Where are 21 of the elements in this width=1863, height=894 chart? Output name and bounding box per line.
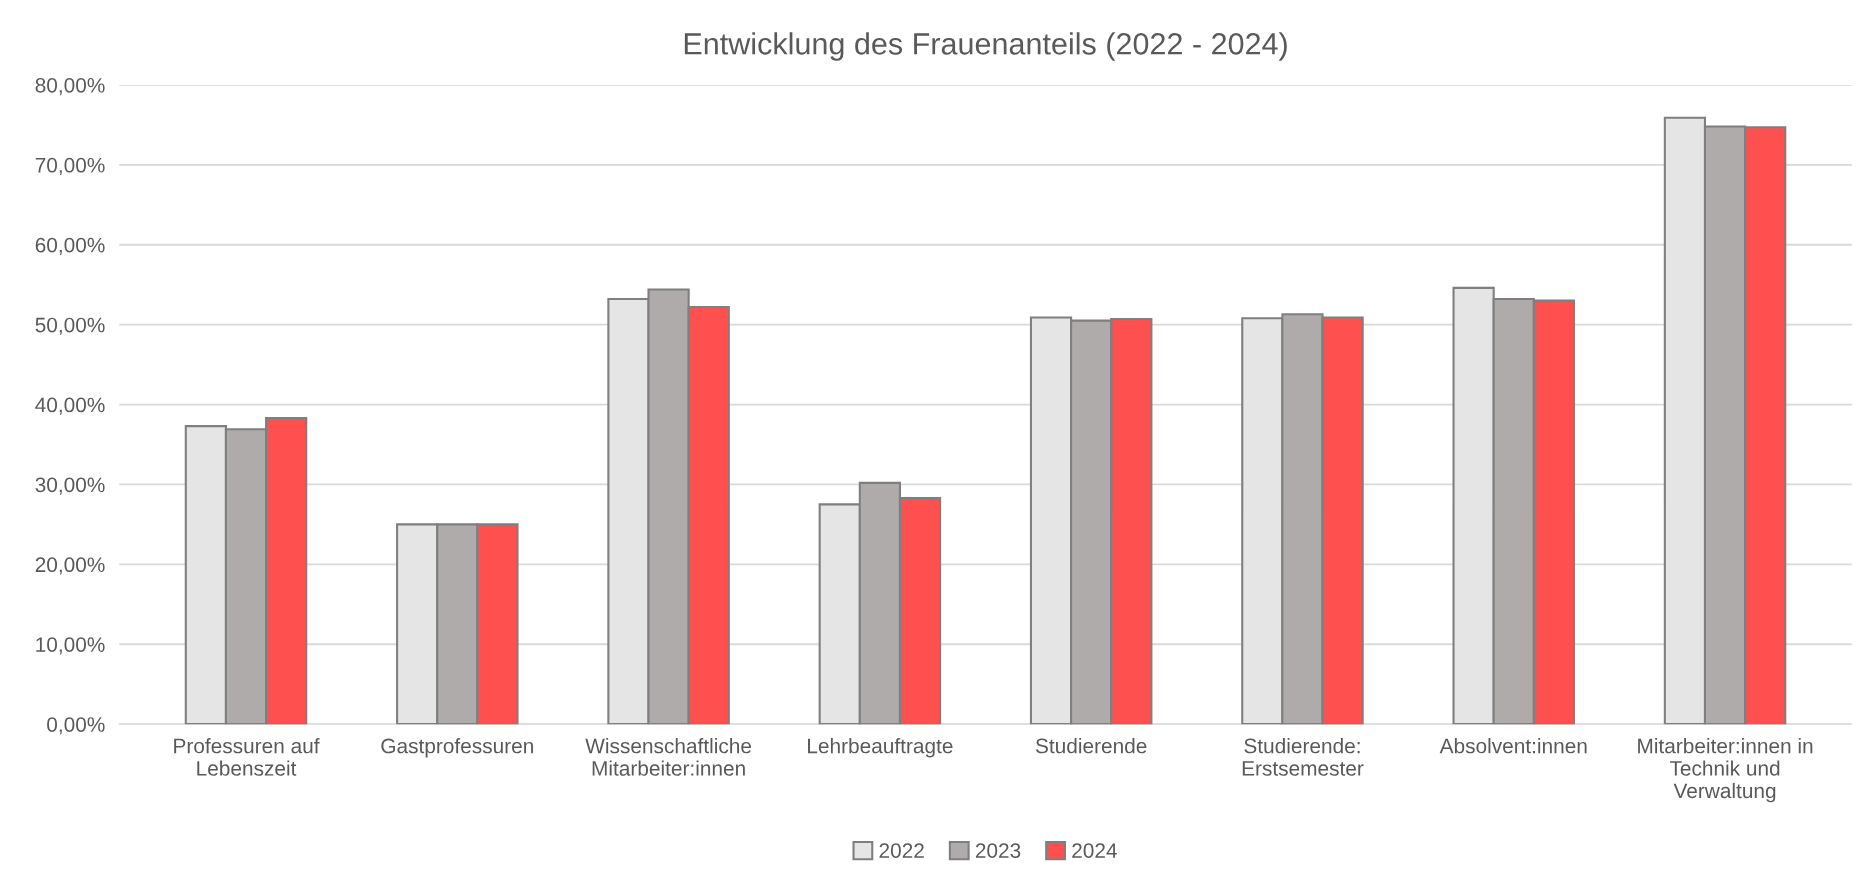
y-tick-label: 60,00%: [35, 237, 105, 255]
legend-label: 2022: [879, 843, 924, 859]
y-tick-label: 40,00%: [35, 397, 105, 415]
x-tick-label: Studierende: Erstsemester: [1242, 738, 1364, 776]
legend-label: 2024: [1072, 843, 1117, 859]
y-tick-label: 20,00%: [35, 557, 105, 575]
x-tick-label: Gastprofessuren: [381, 738, 533, 758]
y-tick-label: 10,00%: [36, 637, 105, 655]
x-tick-label: Mitarbeiter:innen in Technik und Verwaltung: [1638, 738, 1813, 803]
y-tick-label: 80,00%: [35, 77, 105, 96]
x-tick-label: Studierende: [1035, 738, 1147, 754]
y-tick-label: 30,00%: [35, 477, 105, 495]
x-tick-label: Wissenschaftliche Mitarbeiter:innen: [585, 738, 752, 776]
x-tick-label: Absolvent:innen: [1439, 738, 1587, 754]
chart-title: Entwicklung des Frauenanteils (2022 - 2024): [684, 32, 1287, 61]
y-tick-label: 50,00%: [35, 317, 105, 335]
x-tick-label: Professuren auf Lebenszeit: [174, 738, 320, 776]
y-tick-label: 70,00%: [35, 157, 105, 176]
y-tick-label: 0,00%: [47, 717, 105, 735]
legend-label: 2023: [975, 843, 1021, 859]
x-tick-label: Lehrbeauftragte: [808, 738, 953, 758]
